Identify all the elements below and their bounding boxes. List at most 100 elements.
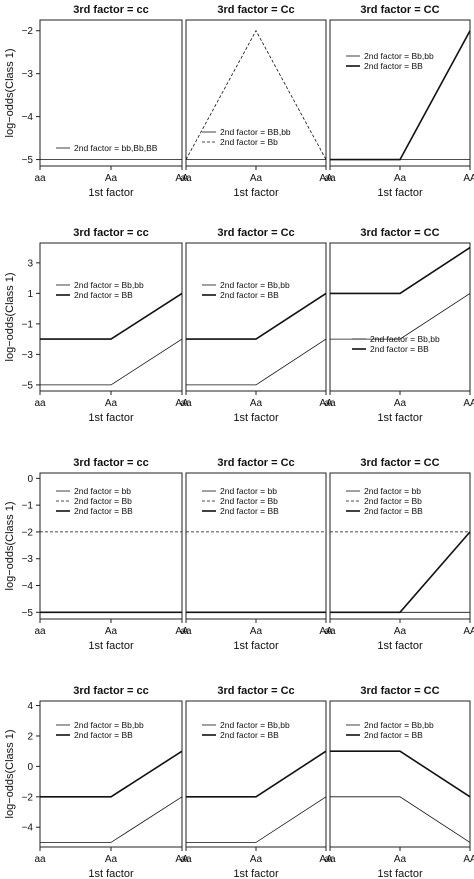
x-axis-label: 1st factor — [88, 640, 134, 652]
x-tick-label: AA — [463, 173, 474, 184]
legend-label: 2nd factor = Bb — [364, 496, 422, 506]
series-line — [40, 338, 183, 386]
y-axis-label: log−odds(Class 1) — [4, 49, 16, 138]
x-axis-label: 1st factor — [88, 868, 134, 879]
legend-label: 2nd factor = BB — [74, 730, 133, 740]
legend-label: 2nd factor = bb — [74, 486, 131, 496]
x-tick-label: Aa — [250, 626, 263, 637]
x-tick-label: AA — [175, 173, 189, 184]
y-tick-label: −2 — [22, 527, 34, 538]
y-tick-label: −3 — [22, 554, 34, 565]
x-tick-label: Aa — [105, 854, 118, 865]
series-line — [330, 531, 471, 614]
panel-frame — [185, 242, 327, 392]
y-tick-label: −4 — [22, 112, 34, 123]
legend-label: 2nd factor = BB — [220, 730, 279, 740]
x-tick-label: aa — [180, 854, 192, 865]
panel-title: 3rd factor = CC — [360, 4, 439, 16]
legend-label: 2nd factor = Bb,bb — [220, 720, 290, 730]
panel-title: 3rd factor = Cc — [217, 457, 294, 469]
panel-title: 3rd factor = Cc — [217, 227, 294, 239]
legend-label: 2nd factor = bb — [364, 486, 421, 496]
panel-title: 3rd factor = Cc — [217, 4, 294, 16]
legend-label: 2nd factor = BB — [364, 61, 423, 71]
x-tick-label: aa — [180, 173, 192, 184]
legend-label: 2nd factor = Bb,bb — [220, 280, 290, 290]
panel-title: 3rd factor = CC — [360, 685, 439, 697]
panel-frame — [39, 242, 183, 392]
y-tick-label: 4 — [27, 701, 33, 712]
x-tick-label: AA — [175, 854, 189, 865]
series-line — [330, 293, 471, 340]
panel-title: 3rd factor = cc — [73, 227, 149, 239]
legend-label: 2nd factor = Bb,bb — [74, 280, 144, 290]
x-tick-label: AA — [463, 398, 474, 409]
y-tick-label: 0 — [27, 762, 33, 773]
series-line — [186, 338, 327, 386]
y-tick-label: −2 — [22, 792, 34, 803]
x-tick-label: Aa — [250, 173, 263, 184]
x-tick-label: AA — [463, 626, 474, 637]
x-axis-label: 1st factor — [377, 640, 423, 652]
y-tick-label: −5 — [22, 608, 34, 619]
series-line — [185, 29, 327, 160]
panel-frame — [329, 19, 471, 167]
panel-title: 3rd factor = cc — [73, 457, 149, 469]
y-tick-label: 2 — [27, 731, 33, 742]
x-tick-label: aa — [34, 854, 46, 865]
series-line — [330, 796, 471, 843]
x-axis-label: 1st factor — [377, 868, 423, 879]
x-axis-label: 1st factor — [233, 187, 279, 199]
y-tick-label: −4 — [22, 823, 34, 834]
x-tick-label: aa — [324, 626, 336, 637]
x-axis-label: 1st factor — [233, 640, 279, 652]
y-tick-label: −1 — [22, 501, 34, 512]
x-tick-label: Aa — [105, 173, 118, 184]
y-tick-label: −1 — [22, 319, 34, 330]
y-axis-label: log−odds(Class 1) — [4, 502, 16, 591]
legend-label: 2nd factor = Bb,bb — [74, 720, 144, 730]
x-tick-label: Aa — [105, 398, 118, 409]
x-tick-label: aa — [324, 173, 336, 184]
chart-row-4: log−odds(Class 1) −4 −2 0 2 4 3rd factor = cc 2… — [4, 685, 474, 879]
legend: 2nd factor = bb,Bb,BB — [56, 143, 158, 153]
y-tick-label: −2 — [22, 26, 34, 37]
x-axis-label: 1st factor — [88, 412, 134, 424]
x-tick-label: aa — [34, 626, 46, 637]
legend-label: 2nd factor = BB — [74, 506, 133, 516]
x-tick-label: Aa — [250, 398, 263, 409]
panel-title: 3rd factor = CC — [360, 227, 439, 239]
x-tick-label: Aa — [105, 626, 118, 637]
x-axis-label: 1st factor — [377, 412, 423, 424]
x-axis-label: 1st factor — [88, 187, 134, 199]
y-tick-label: 1 — [27, 289, 33, 300]
y-tick-label: −4 — [22, 581, 34, 592]
x-tick-label: AA — [319, 173, 333, 184]
x-tick-label: aa — [34, 173, 46, 184]
panel-title: 3rd factor = cc — [73, 685, 149, 697]
legend-label: 2nd factor = Bb — [220, 137, 278, 147]
x-tick-label: Aa — [394, 398, 407, 409]
x-tick-label: aa — [180, 398, 192, 409]
x-tick-label: AA — [319, 398, 333, 409]
panel-title: 3rd factor = CC — [360, 457, 439, 469]
series-line — [40, 796, 183, 843]
